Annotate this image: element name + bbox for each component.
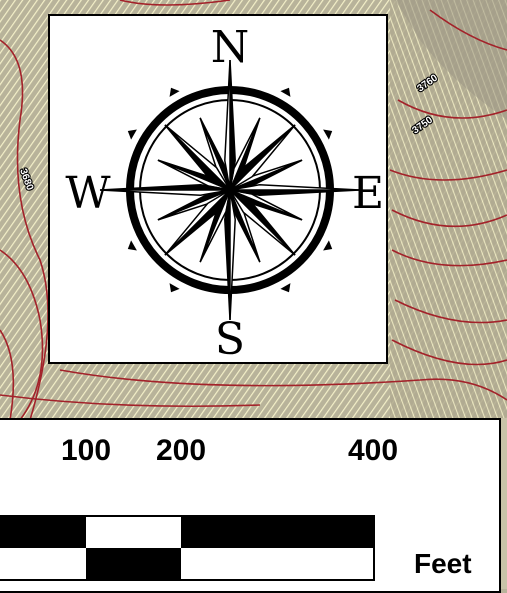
compass-ticks bbox=[127, 87, 333, 293]
contour-line bbox=[119, 0, 231, 6]
compass-point bbox=[229, 189, 236, 321]
scale-segment bbox=[86, 548, 181, 581]
compass-tick bbox=[127, 240, 137, 251]
compass-south-label: S bbox=[215, 314, 245, 362]
scale-segment bbox=[181, 548, 375, 581]
compass-star bbox=[99, 59, 361, 321]
ridge-shading bbox=[395, 0, 507, 120]
scale-segment bbox=[0, 515, 86, 548]
compass-point bbox=[229, 184, 361, 191]
contour-line bbox=[59, 369, 507, 401]
compass-north-label: N bbox=[211, 22, 250, 73]
contour-line bbox=[0, 249, 44, 421]
compass-point bbox=[164, 124, 231, 191]
compass-tick bbox=[280, 87, 291, 97]
scale-segment bbox=[86, 515, 181, 548]
contour-line bbox=[397, 99, 507, 119]
scale-tick-200: 200 bbox=[155, 434, 207, 467]
map-edge-strip bbox=[501, 418, 507, 589]
compass-point bbox=[99, 189, 231, 196]
compass-point bbox=[164, 189, 231, 256]
compass-tick bbox=[323, 240, 333, 251]
contour-line bbox=[389, 169, 507, 181]
compass-point bbox=[229, 124, 296, 191]
compass-tick bbox=[169, 283, 180, 293]
scale-segment bbox=[181, 515, 375, 548]
contour-line bbox=[394, 299, 507, 324]
compass-tick bbox=[280, 283, 291, 293]
scale-tick-400: 400 bbox=[347, 434, 399, 467]
scale-tick-100: 100 bbox=[60, 434, 112, 467]
contour-line bbox=[391, 339, 507, 366]
compass-tick bbox=[169, 87, 180, 97]
compass-panel: N S E W bbox=[48, 14, 388, 364]
compass-west-label: W bbox=[65, 168, 111, 219]
compass-tick bbox=[127, 129, 137, 140]
scale-units-label: Feet bbox=[414, 548, 472, 579]
compass-tick bbox=[323, 129, 333, 140]
contour-line bbox=[391, 249, 507, 267]
contour-line bbox=[0, 394, 261, 408]
scale-bar-panel: 100 200 400 Feet bbox=[0, 418, 501, 593]
contour-line bbox=[0, 329, 15, 421]
contour-line bbox=[391, 209, 507, 228]
contour-line bbox=[429, 9, 507, 51]
compass-point bbox=[229, 189, 296, 256]
contour-line bbox=[0, 39, 49, 421]
compass-east-label: E bbox=[352, 168, 384, 219]
compass-rose-icon: N S E W bbox=[65, 22, 384, 362]
scale-segment bbox=[0, 548, 86, 581]
index-contours bbox=[0, 0, 507, 421]
compass-point bbox=[224, 59, 231, 191]
